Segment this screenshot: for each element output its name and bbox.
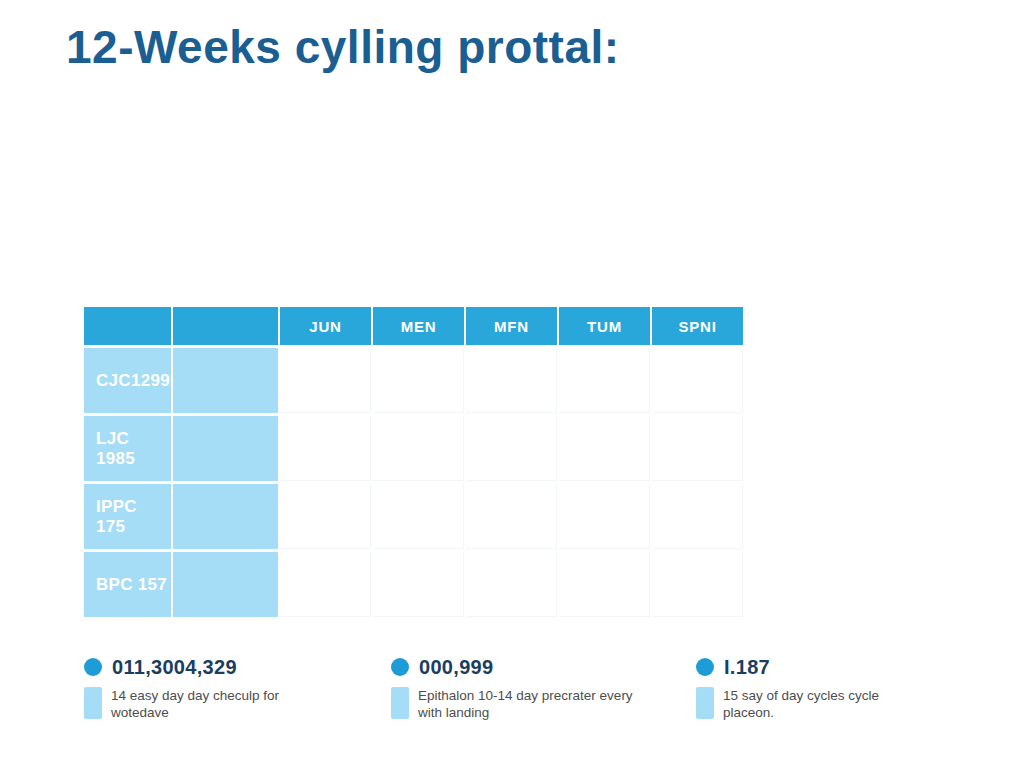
table-body-cell — [559, 416, 650, 481]
color-swatch-icon — [696, 687, 714, 719]
legend-value-row: 011,3004,329 — [84, 654, 384, 680]
header-cell-month-5: SPNI — [652, 307, 743, 345]
row-label-cjc1299: CJC1299 — [84, 348, 171, 413]
table-body-cell — [373, 416, 464, 481]
bullet-circle-icon — [84, 658, 102, 676]
table-body-cell — [466, 552, 557, 617]
legend-value: 011,3004,329 — [112, 656, 237, 679]
bullet-circle-icon — [696, 658, 714, 676]
header-cell-month-3: MFN — [466, 307, 557, 345]
table-body-cell — [373, 484, 464, 549]
color-swatch-icon — [391, 687, 409, 719]
legend-desc-row: 14 easy day day checulp for wotedave — [84, 687, 384, 721]
row-label-ljc1985: LJC 1985 — [84, 416, 171, 481]
legend-desc-row: Epithalon 10-14 day precrater every with… — [391, 687, 691, 721]
header-cell-empty-1 — [84, 307, 171, 345]
header-cell-month-4: TUM — [559, 307, 650, 345]
color-swatch-icon — [84, 687, 102, 719]
table-body-cell — [373, 348, 464, 413]
infographic-page: 12-Weeks cylling prottal: JUN MEN MFN TU… — [0, 0, 1024, 768]
row-dose-cell — [173, 348, 278, 413]
bullet-circle-icon — [391, 658, 409, 676]
table-body-cell — [652, 552, 743, 617]
table-body-cell — [280, 416, 371, 481]
header-cell-month-1: JUN — [280, 307, 371, 345]
legend-item: 011,3004,329 14 easy day day checulp for… — [84, 654, 384, 721]
legend-value-row: 000,999 — [391, 654, 691, 680]
row-dose-cell — [173, 416, 278, 481]
table-body-cell — [280, 484, 371, 549]
legend-item: 000,999 Epithalon 10-14 day precrater ev… — [391, 654, 691, 721]
row-dose-cell — [173, 552, 278, 617]
table-body-cell — [373, 552, 464, 617]
header-cell-empty-2 — [173, 307, 278, 345]
legend-value-row: I.187 — [696, 654, 996, 680]
table-body-cell — [466, 348, 557, 413]
row-label-bpc157: BPC 157 — [84, 552, 171, 617]
table-body-cell — [652, 416, 743, 481]
legend-value: 000,999 — [419, 656, 493, 679]
page-title: 12-Weeks cylling prottal: — [66, 20, 620, 74]
table-body-cell — [280, 552, 371, 617]
schedule-table: JUN MEN MFN TUM SPNI CJC1299 LJC 1985 IP… — [84, 307, 743, 617]
table-body-cell — [280, 348, 371, 413]
legend-description: Epithalon 10-14 day precrater every with… — [418, 687, 643, 721]
table-body-cell — [652, 484, 743, 549]
table-body-cell — [652, 348, 743, 413]
legend-item: I.187 15 say of day cycles cycle placeon… — [696, 654, 996, 721]
table-body-cell — [466, 484, 557, 549]
legend-value: I.187 — [724, 656, 770, 679]
table-body-cell — [466, 416, 557, 481]
table-body-cell — [559, 552, 650, 617]
legend-description: 14 easy day day checulp for wotedave — [111, 687, 336, 721]
row-label-ippc175: IPPC 175 — [84, 484, 171, 549]
legend-description: 15 say of day cycles cycle placeon. — [723, 687, 908, 721]
row-dose-cell — [173, 484, 278, 549]
table-body-cell — [559, 484, 650, 549]
legend-desc-row: 15 say of day cycles cycle placeon. — [696, 687, 996, 721]
table-body-cell — [559, 348, 650, 413]
header-cell-month-2: MEN — [373, 307, 464, 345]
